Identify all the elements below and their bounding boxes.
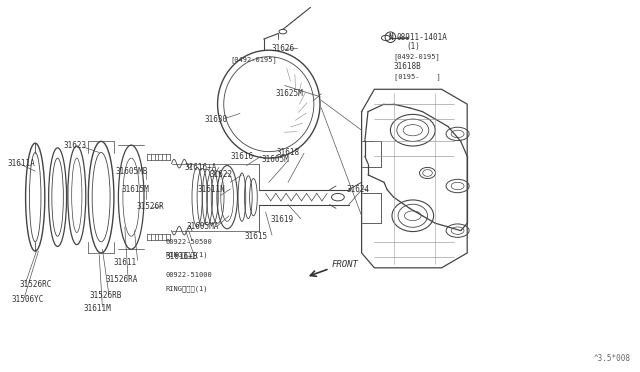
Text: 31623: 31623	[64, 141, 87, 150]
Text: 31605MB: 31605MB	[115, 167, 148, 176]
Text: 31526RA: 31526RA	[106, 275, 138, 283]
Text: 31615: 31615	[244, 232, 268, 241]
Text: ^3.5*008: ^3.5*008	[593, 354, 630, 363]
Text: 31615M: 31615M	[122, 185, 149, 194]
Text: [0195-    ]: [0195- ]	[394, 74, 440, 80]
Text: 31605M: 31605M	[261, 155, 289, 164]
Text: [0492-0195]: [0492-0195]	[394, 53, 440, 60]
Text: 31605MA: 31605MA	[187, 222, 220, 231]
Text: 31526RC: 31526RC	[19, 280, 52, 289]
Text: 31624: 31624	[347, 185, 370, 194]
Text: 31618B: 31618B	[394, 62, 421, 71]
Text: 31622: 31622	[210, 170, 233, 179]
Text: 31526RB: 31526RB	[90, 291, 122, 300]
Text: 31506YC: 31506YC	[12, 295, 44, 304]
Text: 31616: 31616	[230, 152, 253, 161]
Text: 31619: 31619	[270, 215, 293, 224]
Text: RINGリング(1): RINGリング(1)	[165, 285, 207, 292]
Text: 31611: 31611	[114, 258, 137, 267]
Text: 00922-50500: 00922-50500	[165, 239, 212, 245]
Text: 31611N: 31611N	[197, 185, 225, 194]
Text: 31611A: 31611A	[8, 159, 35, 168]
Text: 31611M: 31611M	[83, 304, 111, 313]
Text: 31616+B: 31616+B	[165, 252, 198, 261]
Text: [0492-0195]: [0492-0195]	[230, 56, 277, 63]
Text: RINGリング(1): RINGリング(1)	[165, 251, 207, 258]
Text: 00922-51000: 00922-51000	[165, 272, 212, 278]
Text: N: N	[388, 33, 393, 42]
Text: 31526R: 31526R	[136, 202, 164, 211]
Text: 31625M: 31625M	[275, 89, 303, 97]
Text: 08911-1401A: 08911-1401A	[397, 33, 447, 42]
Text: 31626: 31626	[272, 44, 295, 53]
Text: 31630: 31630	[205, 115, 228, 124]
Text: FRONT: FRONT	[332, 260, 358, 269]
Text: 31618: 31618	[276, 148, 300, 157]
Text: (1): (1)	[406, 42, 420, 51]
Text: 31616+A: 31616+A	[184, 163, 217, 172]
